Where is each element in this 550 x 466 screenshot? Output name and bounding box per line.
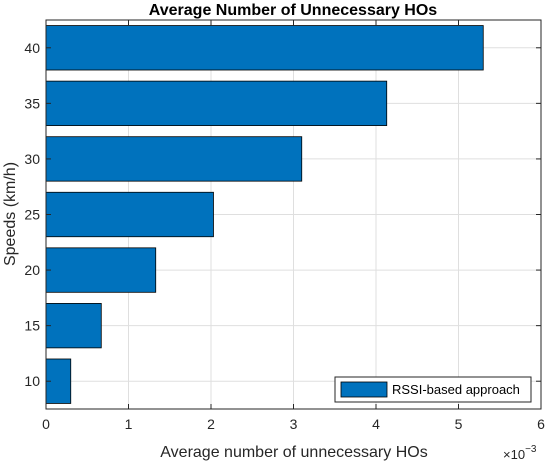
x-tick-label: 2 xyxy=(207,416,215,432)
y-tick-label: 40 xyxy=(24,40,40,56)
x-tick-label: 3 xyxy=(290,416,298,432)
x-tick-label: 0 xyxy=(42,416,50,432)
y-tick-label: 10 xyxy=(24,373,40,389)
bar-40 xyxy=(45,25,484,71)
y-tick-label: 20 xyxy=(24,262,40,278)
bar-20 xyxy=(45,247,157,293)
x-tick-label: 5 xyxy=(455,416,463,432)
x-tick-label: 1 xyxy=(125,416,133,432)
x-scale-factor: ×10−3 xyxy=(503,444,537,462)
y-tick-label: 15 xyxy=(24,318,40,334)
y-tick-label: 30 xyxy=(24,151,40,167)
bars xyxy=(45,25,484,404)
bar-15 xyxy=(45,303,102,349)
x-scale-base: ×10 xyxy=(503,447,525,462)
bar-35 xyxy=(45,80,388,126)
x-scale-exponent: −3 xyxy=(525,444,537,455)
chart-title: Average Number of Unnecessary HOs xyxy=(149,2,438,19)
y-axis-title: Speeds (km/h) xyxy=(2,162,19,266)
y-tick-label: 25 xyxy=(24,207,40,223)
legend: RSSI-based approach xyxy=(334,376,532,403)
bar-30 xyxy=(45,136,303,182)
x-tick-label: 4 xyxy=(372,416,380,432)
x-axis-title: Average number of unnecessary HOs xyxy=(160,444,427,461)
y-tick-label: 35 xyxy=(24,95,40,111)
axis-ticks: 0 1 2 3 4 5 6 10 15 20 25 30 35 40 xyxy=(24,20,545,432)
legend-swatch xyxy=(340,381,388,398)
x-tick-label: 6 xyxy=(537,416,545,432)
bar-25 xyxy=(45,191,214,238)
legend-label: RSSI-based approach xyxy=(392,382,520,397)
